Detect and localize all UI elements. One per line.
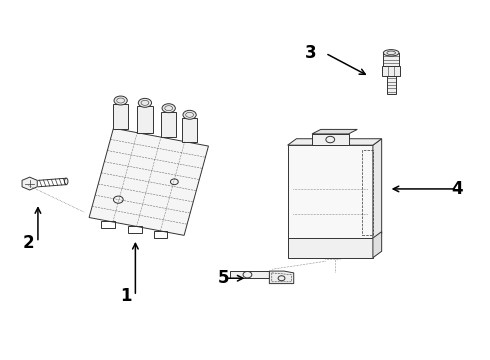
Text: 3: 3 — [305, 44, 317, 62]
Ellipse shape — [138, 98, 151, 107]
Polygon shape — [373, 139, 382, 240]
Polygon shape — [161, 112, 176, 138]
Ellipse shape — [114, 96, 127, 105]
Polygon shape — [382, 66, 400, 76]
Polygon shape — [383, 53, 399, 66]
Polygon shape — [288, 139, 382, 145]
Polygon shape — [22, 177, 37, 190]
Polygon shape — [312, 129, 357, 134]
Text: 5: 5 — [218, 269, 229, 287]
Ellipse shape — [183, 111, 196, 119]
Polygon shape — [312, 134, 348, 145]
Ellipse shape — [65, 178, 68, 185]
Text: 2: 2 — [23, 234, 34, 252]
Polygon shape — [230, 271, 270, 278]
Ellipse shape — [162, 104, 175, 113]
Polygon shape — [113, 104, 128, 129]
Polygon shape — [137, 107, 153, 133]
Bar — [288, 145, 373, 240]
Polygon shape — [373, 231, 382, 258]
Polygon shape — [270, 271, 294, 284]
Text: 1: 1 — [120, 287, 131, 305]
Ellipse shape — [383, 50, 399, 56]
Text: 4: 4 — [451, 180, 463, 198]
Polygon shape — [288, 238, 373, 258]
Bar — [362, 150, 373, 235]
Polygon shape — [182, 118, 197, 141]
Polygon shape — [89, 128, 208, 235]
Polygon shape — [387, 76, 395, 94]
